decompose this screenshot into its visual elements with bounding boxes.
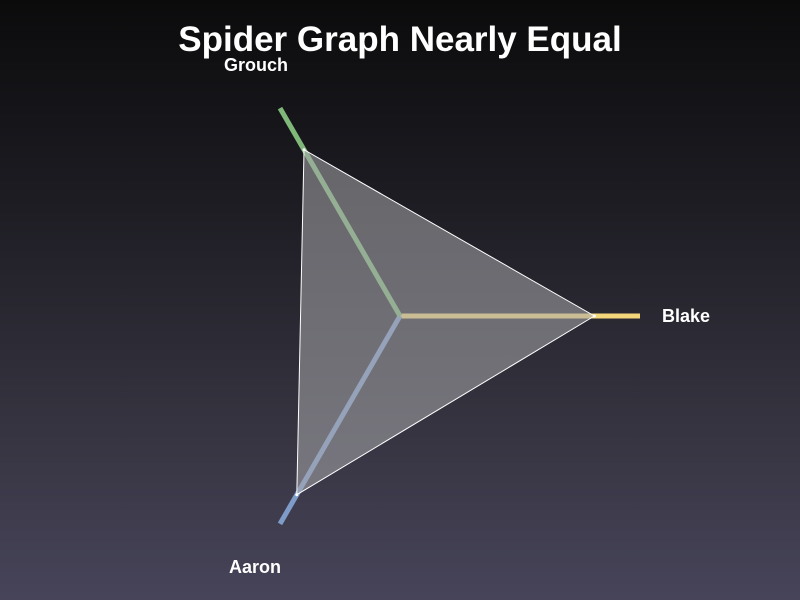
- data-point-blake: [592, 314, 596, 318]
- axis-label-aaron: Aaron: [229, 557, 281, 577]
- axis-label-blake: Blake: [662, 306, 710, 326]
- axis-label-grouch: Grouch: [224, 55, 288, 75]
- chart-title: Spider Graph Nearly Equal: [178, 20, 622, 59]
- data-point-grouch: [302, 148, 306, 152]
- labels-layer: Blake Aaron Grouch: [224, 55, 710, 577]
- data-point-aaron: [295, 493, 299, 497]
- data-polygon: [296, 148, 596, 496]
